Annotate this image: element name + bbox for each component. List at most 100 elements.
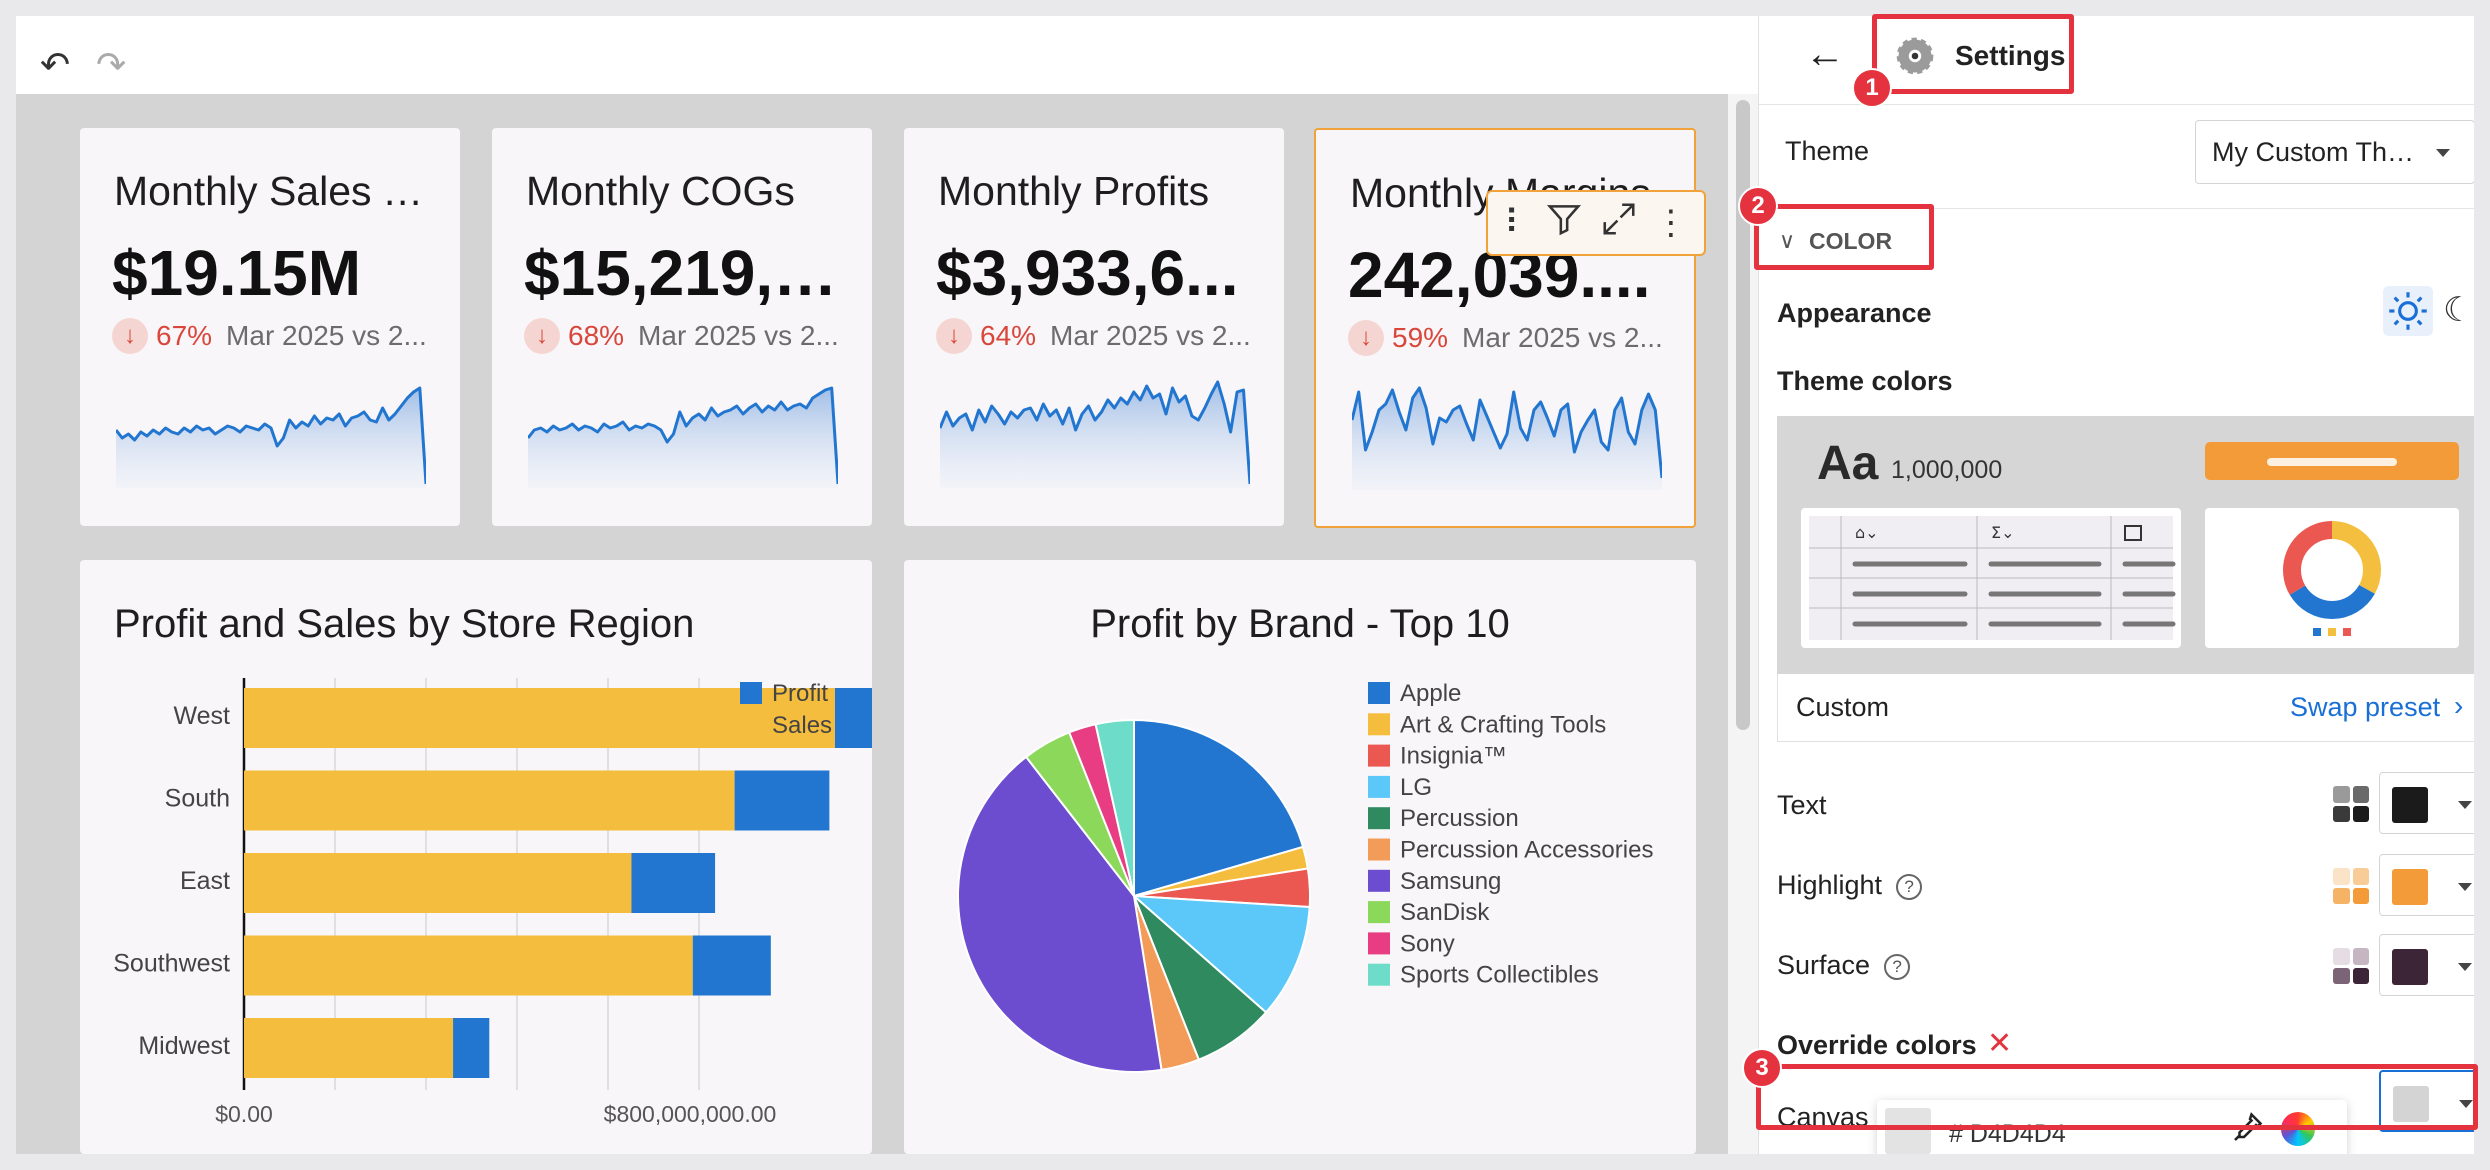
canvas-color-picker[interactable]	[2379, 1070, 2474, 1132]
legend-swatch	[1368, 869, 1390, 892]
redo-icon[interactable]: ↷	[96, 44, 127, 85]
settings-panel: ← Settings Theme My Custom The... ∨ COLO…	[1758, 16, 2474, 1154]
chart-title: Profit and Sales by Store Region	[114, 602, 695, 646]
pie-slice[interactable]	[1131, 894, 1311, 1014]
bar-profit[interactable]	[692, 935, 771, 996]
surface-color-swatch	[2392, 949, 2428, 985]
legend-swatch	[1368, 775, 1390, 798]
filter-icon[interactable]	[1545, 200, 1583, 247]
legend-swatch	[1368, 713, 1390, 736]
highlight-color-picker[interactable]	[2379, 854, 2474, 916]
color-section-header[interactable]: COLOR	[1809, 228, 1893, 254]
kpi-card-cogs[interactable]: Monthly COGs $15,219,9... ↓ 68% Mar 2025…	[492, 128, 872, 526]
bar-sales[interactable]	[244, 688, 835, 748]
bar-sales[interactable]	[244, 853, 632, 913]
chevron-down-icon	[2458, 963, 2472, 971]
bar-chart-card[interactable]: Profit and Sales by Store Region West Sou…	[80, 560, 872, 1154]
help-icon[interactable]: ?	[1896, 873, 1923, 900]
kpi-card-profits[interactable]: Monthly Profits $3,933,6... ↓ 64% Mar 20…	[904, 128, 1284, 526]
category-label: East	[180, 867, 230, 895]
bar-profit[interactable]	[453, 1018, 490, 1078]
surface-color-picker[interactable]	[2379, 934, 2474, 996]
drag-handle-icon[interactable]: ⠇	[1504, 204, 1530, 242]
kpi-comparison: Mar 2025 vs 2...	[638, 320, 839, 351]
kpi-value: $19.15M	[112, 237, 362, 309]
kpi-card-margins[interactable]: Monthly Margins 242,039.... ↓ 59% Mar 20…	[1314, 128, 1696, 528]
kpi-title: Monthly Profits	[938, 168, 1210, 214]
sparkline	[940, 380, 1250, 488]
highlight-color-label: Highlight?	[1777, 870, 1923, 901]
legend-swatch	[1368, 807, 1390, 830]
preset-name: Custom	[1796, 692, 1890, 722]
annotation-box-2	[1754, 204, 1934, 270]
sparkline	[1352, 386, 1662, 490]
legend-swatch	[740, 714, 762, 736]
back-arrow-icon[interactable]: ←	[1805, 32, 1845, 76]
category-label: South	[165, 785, 230, 813]
arrow-down-icon: ↓	[112, 318, 148, 354]
light-mode-toggle[interactable]	[2383, 286, 2433, 336]
dark-mode-icon[interactable]: ☾	[2443, 291, 2474, 329]
text-color-label: Text	[1777, 790, 1827, 820]
canvas-color-swatch	[2393, 1086, 2429, 1122]
preview-font-sample: Aa	[1817, 437, 1879, 490]
surface-palette-icon[interactable]	[2333, 948, 2369, 984]
element-toolbar: ⠇ ⋮	[1486, 190, 1706, 256]
category-label: Southwest	[113, 950, 230, 978]
sparkline-area	[116, 388, 426, 488]
bar-sales[interactable]	[244, 770, 735, 831]
swap-preset-link[interactable]: Swap preset	[2290, 692, 2441, 722]
header-divider	[1759, 104, 2474, 105]
bar-chart: West South East Southwest Midwest $0.00 $800,0…	[113, 678, 872, 1127]
pie-slice[interactable]	[1094, 718, 1135, 897]
hex-input[interactable]: # D4D4D4	[1949, 1120, 2066, 1148]
undo-icon[interactable]: ↶	[40, 44, 71, 85]
panel-title: Settings	[1955, 40, 2066, 71]
help-icon[interactable]: ?	[1884, 953, 1911, 980]
theme-select[interactable]: My Custom The...	[2195, 120, 2474, 184]
bar-sales[interactable]	[244, 1018, 454, 1078]
chevron-down-icon	[2458, 883, 2472, 891]
more-icon[interactable]: ⋮	[1653, 204, 1688, 242]
kpi-trend: ↓ 68% Mar 2025 vs 2...	[524, 316, 854, 356]
chevron-right-icon[interactable]: ›	[2454, 690, 2464, 721]
expand-icon[interactable]	[1600, 200, 1638, 247]
legend-label: Art & Crafting Tools	[1400, 711, 1606, 738]
highlight-palette-icon[interactable]	[2333, 868, 2369, 904]
chart-title: Profit by Brand - Top 10	[1090, 602, 1510, 646]
pie-slice[interactable]	[1133, 718, 1305, 898]
legend-label: Sports Collectibles	[1400, 962, 1599, 989]
bar-sales[interactable]	[244, 935, 693, 996]
sparkline-line	[1352, 386, 1662, 479]
appearance-label: Appearance	[1777, 298, 1932, 328]
preview-donut	[2205, 508, 2459, 648]
legend-swatch	[1368, 901, 1390, 924]
text-color-picker[interactable]	[2379, 772, 2474, 834]
annotation-badge-1: 1	[1852, 68, 1892, 108]
legend-label: Percussion	[1400, 805, 1519, 832]
bar-profit[interactable]	[734, 770, 830, 831]
kpi-card-sales[interactable]: Monthly Sales T... $19.15M ↓ 67% Mar 202…	[80, 128, 460, 526]
category-label: West	[174, 702, 231, 730]
chevron-down-icon[interactable]: ∨	[1779, 228, 1796, 253]
kpi-change-percent: 59%	[1392, 322, 1449, 353]
pie-chart-card[interactable]: Profit by Brand - Top 10 Apple Art & Craf…	[904, 560, 1696, 1154]
legend-label: Sony	[1400, 930, 1455, 957]
gear-icon	[1893, 34, 1937, 83]
legend-swatch	[1368, 932, 1390, 955]
scrollbar-thumb[interactable]	[1736, 100, 1750, 730]
text-palette-icon[interactable]	[2333, 786, 2369, 822]
kpi-title: Monthly COGs	[526, 168, 795, 214]
highlight-color-swatch	[2392, 869, 2428, 905]
top-bar: ↶ ↷	[16, 16, 1758, 94]
theme-colors-label: Theme colors	[1777, 366, 1953, 396]
bar-profit[interactable]	[834, 688, 872, 748]
kpi-change-percent: 67%	[156, 320, 213, 351]
bar-profit[interactable]	[631, 853, 716, 913]
theme-preview[interactable]: Aa 1,000,000 ⌂⌄ Σ⌄	[1777, 416, 2474, 674]
legend-label: Profit	[772, 680, 828, 707]
pie-slice[interactable]	[957, 755, 1163, 1073]
remove-override-icon[interactable]: ✕	[1987, 1027, 2013, 1060]
legend-label: Insignia™	[1400, 743, 1507, 770]
theme-label: Theme	[1785, 136, 1870, 166]
